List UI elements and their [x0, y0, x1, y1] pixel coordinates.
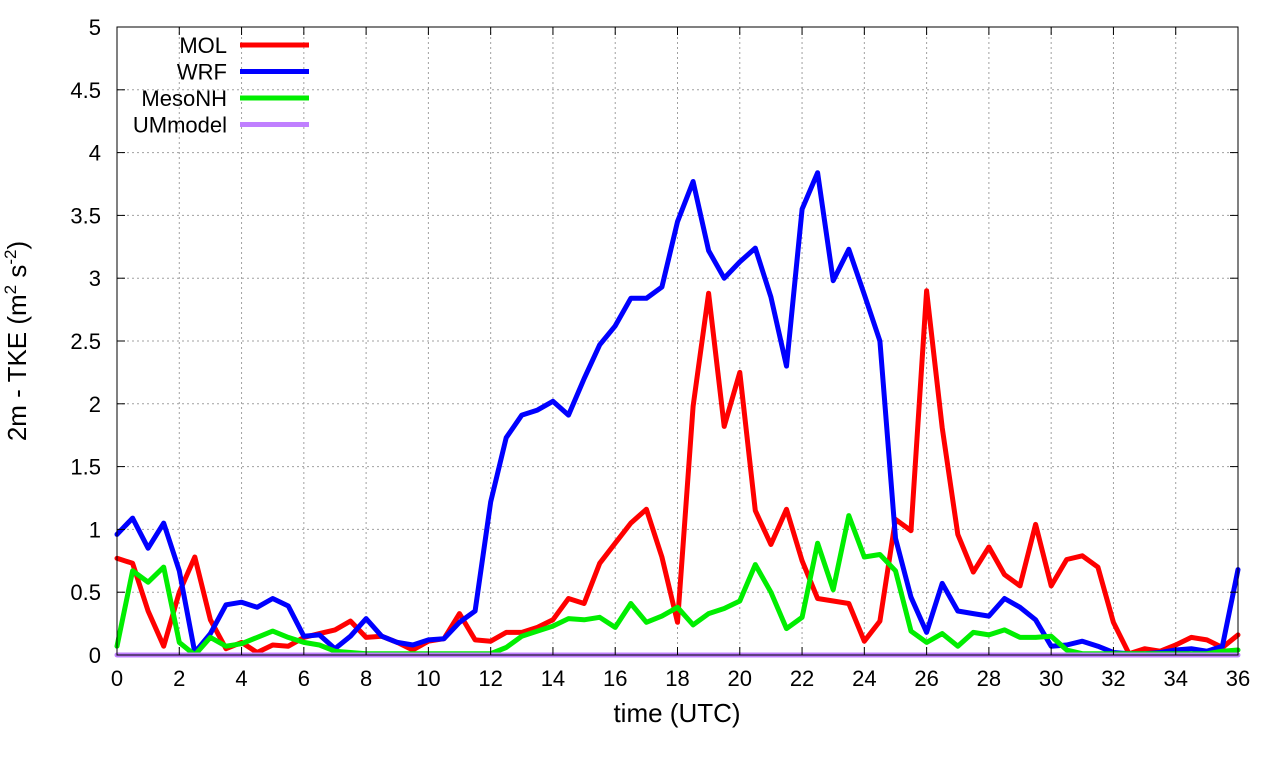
y-axis-title-sup1: 2 [1, 285, 20, 294]
y-tick-label: 2.5 [70, 329, 101, 354]
y-axis-title-end: ) [2, 241, 32, 250]
x-tick-label: 34 [1163, 666, 1187, 691]
legend-label-ummodel: UMmodel [133, 113, 227, 138]
y-axis-title-mid: s [2, 265, 32, 285]
x-tick-label: 18 [665, 666, 689, 691]
x-tick-label: 16 [603, 666, 627, 691]
y-tick-label: 1.5 [70, 455, 101, 480]
y-tick-label: 1 [89, 517, 101, 542]
x-tick-label: 8 [360, 666, 372, 691]
y-tick-label: 5 [89, 15, 101, 40]
x-tick-label: 26 [914, 666, 938, 691]
x-tick-label: 24 [852, 666, 876, 691]
y-axis-title-sup2: -2 [1, 249, 20, 264]
axis-ticks [116, 26, 1239, 656]
x-tick-label: 6 [298, 666, 310, 691]
x-tick-label: 4 [235, 666, 247, 691]
x-tick-label: 36 [1226, 666, 1250, 691]
y-tick-label: 4 [89, 141, 101, 166]
x-tick-label: 20 [728, 666, 752, 691]
y-tick-label: 2 [89, 392, 101, 417]
x-tick-label: 14 [541, 666, 565, 691]
x-tick-label: 10 [416, 666, 440, 691]
series-line-wrf [114, 170, 1241, 657]
x-tick-label: 22 [790, 666, 814, 691]
x-tick-labels: 0 2 4 6 8 10 12 14 16 18 20 22 24 26 28 30 32 34 36 [111, 666, 1250, 691]
y-tick-label: 4.5 [70, 78, 101, 103]
x-tick-label: 2 [173, 666, 185, 691]
x-tick-label: 30 [1039, 666, 1063, 691]
x-tick-label: 0 [111, 666, 123, 691]
legend-label-mesonh: MesoNH [141, 86, 227, 111]
y-tick-label: 0 [89, 643, 101, 668]
y-tick-label: 0.5 [70, 580, 101, 605]
x-tick-label: 28 [977, 666, 1001, 691]
y-tick-label: 3.5 [70, 203, 101, 228]
y-axis-title: 2m - TKE (m2 s-2) [1, 241, 32, 441]
y-tick-labels: 0 0.5 1 1.5 2 2.5 3 3.5 4 4.5 5 [70, 15, 101, 668]
y-axis-title-main: 2m - TKE (m [2, 294, 32, 441]
x-axis-title: time (UTC) [613, 698, 740, 728]
y-tick-label: 3 [89, 266, 101, 291]
legend-label-wrf: WRF [177, 60, 227, 85]
x-tick-label: 12 [478, 666, 502, 691]
series-line-mesonh [114, 513, 1241, 658]
legend-label-mol: MOL [179, 33, 227, 58]
x-tick-label: 32 [1101, 666, 1125, 691]
